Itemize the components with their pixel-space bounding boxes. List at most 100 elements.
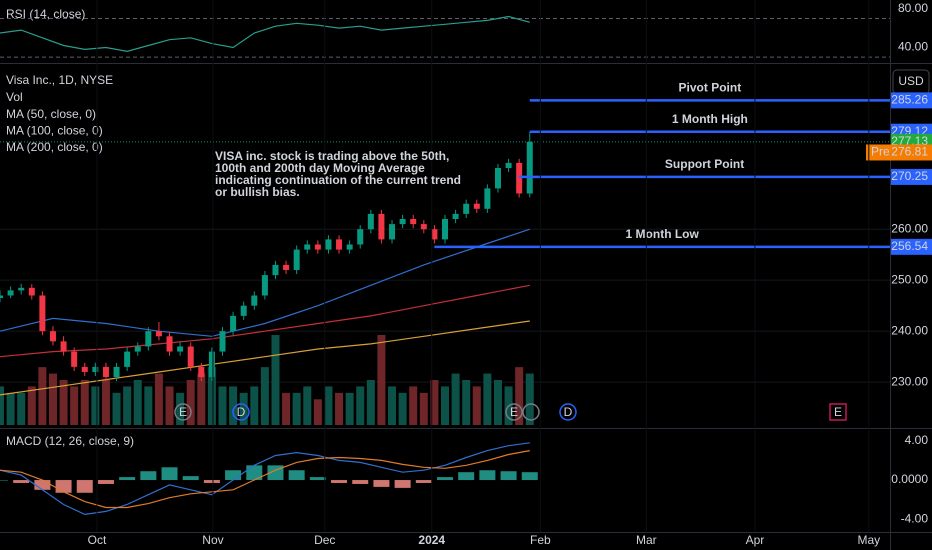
candle-body: [145, 331, 152, 347]
x-tick-label: Apr: [746, 533, 765, 547]
volume-bar: [70, 386, 79, 425]
histogram-bar: [203, 480, 220, 483]
rsi-title: RSI (14, close): [6, 7, 85, 21]
volume-bar: [515, 367, 524, 425]
y-tick-label: 240.00: [891, 323, 928, 337]
event-label: D: [564, 405, 573, 419]
candle-body: [134, 346, 141, 352]
volume-bar: [451, 373, 460, 425]
event-marker: [829, 403, 847, 421]
candle-body: [314, 244, 321, 250]
candle-body: [420, 224, 427, 230]
volume-bar: [483, 373, 492, 425]
volume-bar: [176, 392, 185, 425]
event-label: E: [510, 405, 518, 419]
histogram-bar: [373, 480, 390, 487]
candle-body: [81, 366, 88, 372]
candle-body: [113, 366, 120, 378]
histogram-bar: [140, 471, 157, 481]
candle-body: [463, 203, 470, 214]
volume-bar: [430, 380, 439, 425]
y-tick-label: 4.00: [905, 433, 929, 447]
event-label: D: [237, 405, 246, 419]
histogram-bar: [458, 472, 475, 481]
candle-body: [102, 366, 109, 378]
volume-bar: [239, 392, 248, 425]
volume-bar: [197, 373, 206, 425]
candle-body: [272, 264, 279, 276]
candle-body: [336, 239, 343, 250]
volume-bar: [493, 380, 502, 425]
histogram-bar: [161, 467, 178, 481]
volume-bar: [59, 380, 68, 425]
pre-tag: [866, 144, 932, 161]
candle-body: [7, 290, 14, 296]
histogram-bar: [309, 477, 326, 481]
volume-bar: [133, 380, 142, 425]
candle-body: [378, 213, 385, 240]
candle-body: [177, 346, 184, 352]
histogram-bar: [119, 477, 136, 481]
y-tick-label: 0.0000: [891, 472, 928, 486]
candle-body: [346, 244, 353, 250]
volume-bar: [250, 386, 259, 425]
event-label: E: [834, 405, 842, 419]
histogram-bar: [500, 471, 517, 481]
level-tag-label: 285.26: [891, 93, 928, 107]
volume-bar: [462, 380, 471, 425]
candle-body: [18, 287, 25, 291]
volume-bar: [144, 386, 153, 425]
symbol-title: Visa Inc., 1D, NYSE: [6, 73, 113, 87]
histogram-bar: [76, 480, 93, 493]
volume-bar: [80, 380, 89, 425]
level-label: 1 Month Low: [626, 227, 700, 241]
y-tick-label: -4.00: [901, 511, 929, 525]
candle-body: [219, 331, 226, 352]
candle-body: [484, 188, 491, 209]
histogram-bar: [0, 480, 8, 481]
volume-bar: [154, 373, 163, 425]
level-tag-label: 270.25: [891, 169, 928, 183]
volume-bar: [409, 386, 418, 425]
volume-bar: [366, 380, 375, 425]
histogram-bar: [288, 470, 305, 481]
event-marker: [174, 403, 192, 421]
volume-bar: [335, 392, 344, 425]
x-tick-label: 2024: [418, 533, 445, 547]
volume-bar: [38, 367, 47, 425]
candle-body: [240, 305, 247, 316]
signal-line: [0, 450, 530, 509]
candle-body: [442, 218, 448, 240]
level-label: Pivot Point: [679, 81, 742, 95]
histogram-bar: [331, 480, 348, 483]
histogram-bar: [34, 480, 51, 490]
annotation: 100th and 200th day Moving Average: [215, 161, 425, 175]
candle-body: [389, 224, 396, 240]
volume-bar: [525, 373, 534, 425]
event-marker: [559, 403, 577, 421]
candle-body: [399, 218, 406, 225]
event-label: E: [179, 405, 187, 419]
legend-entry: MA (100, close, 0): [6, 124, 103, 138]
volume-bar: [17, 392, 26, 425]
candle-body: [526, 141, 533, 194]
histogram-bar: [394, 480, 411, 488]
split-marker: [522, 403, 540, 421]
volume-bar: [303, 386, 312, 425]
event-marker: [232, 403, 250, 421]
y-tick-label: 40.00: [898, 40, 928, 54]
candle-body: [187, 346, 194, 367]
volume-bar: [271, 335, 280, 425]
y-tick-label: 80.00: [898, 1, 928, 15]
candle-body: [410, 218, 417, 225]
candle-body: [494, 168, 501, 189]
x-tick-label: Feb: [530, 533, 551, 547]
candle-body: [431, 229, 438, 240]
volume-bar: [282, 392, 291, 425]
x-tick-label: Dec: [314, 533, 335, 547]
rsi-line: [0, 15, 530, 53]
legend-entry: MA (200, close, 0): [6, 140, 103, 154]
moving-average: [0, 320, 530, 396]
